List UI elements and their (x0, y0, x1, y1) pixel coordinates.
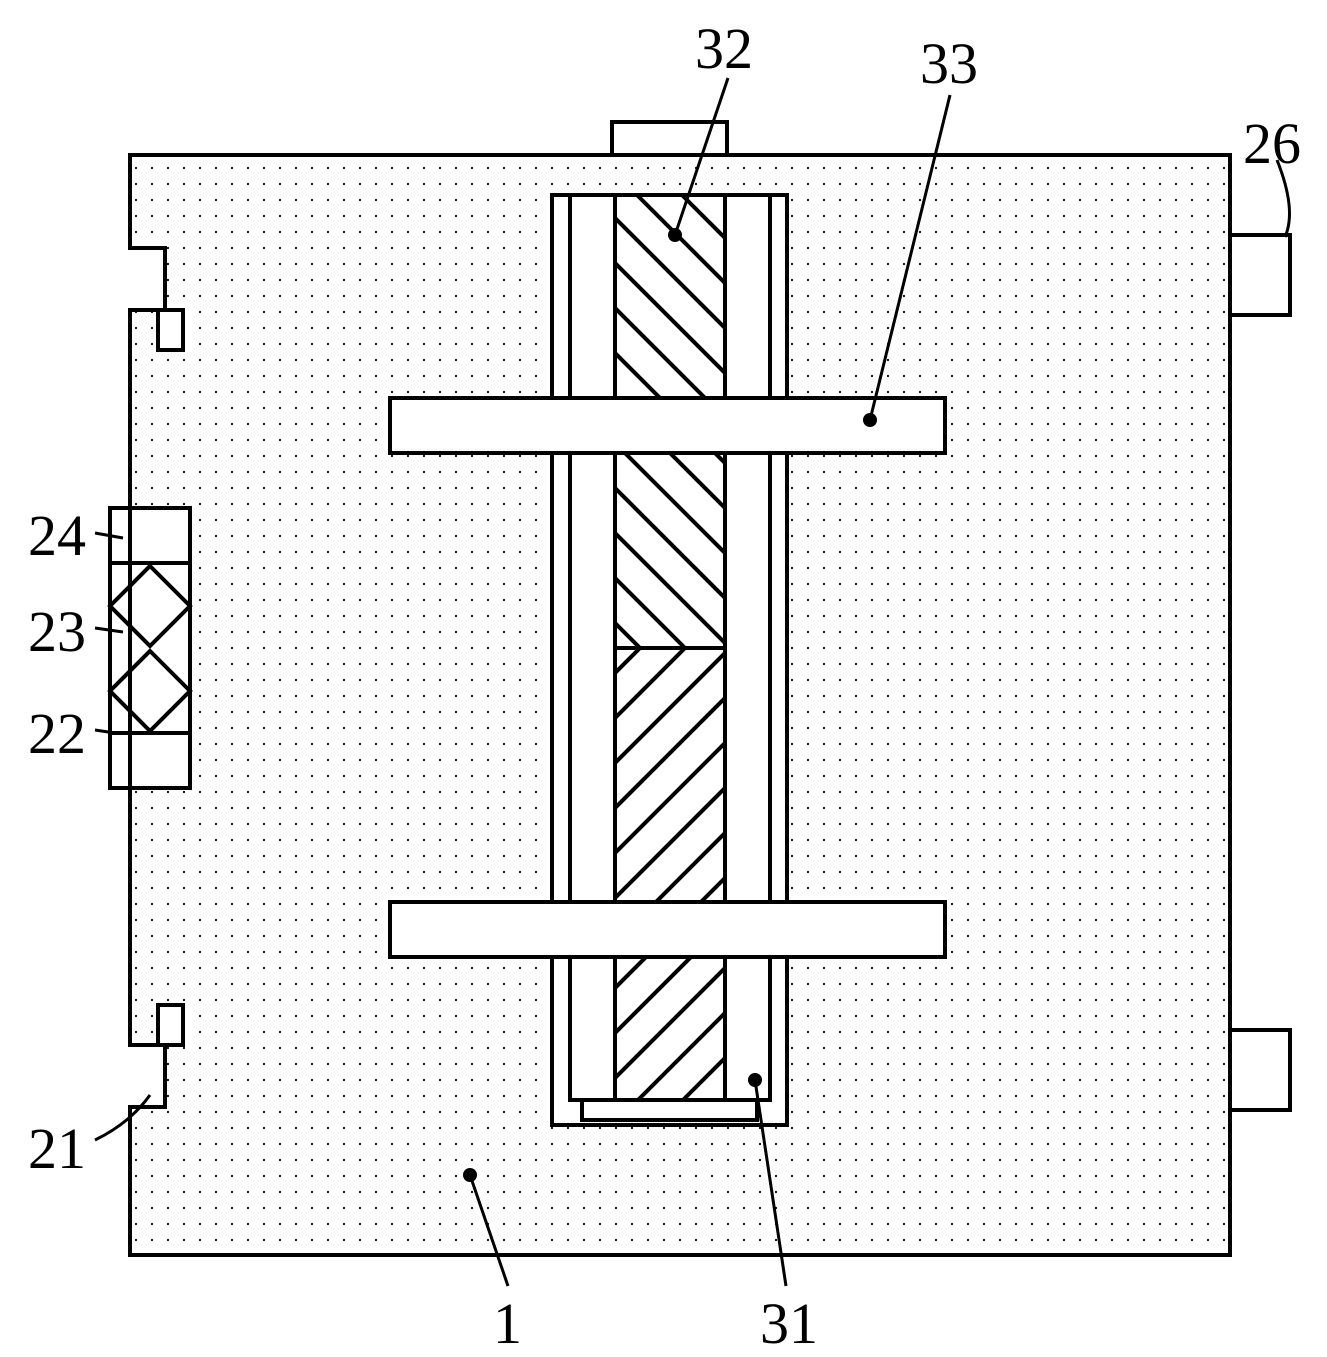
center-left-rail (570, 195, 615, 1100)
center-crossbar-bottom (390, 902, 945, 957)
center-right-rail (725, 195, 770, 1100)
right-tab-bottom (1230, 1030, 1290, 1110)
center-crossbar-top (390, 398, 945, 453)
diagram-stage: 32332624232221131 (0, 0, 1327, 1353)
left-stud (158, 310, 183, 350)
leader-line (1277, 160, 1290, 237)
leader-dot (463, 1168, 477, 1182)
leader-dot (863, 413, 877, 427)
right-tab-top (1230, 235, 1290, 315)
left-notch-top (130, 248, 165, 310)
left-stud (158, 1005, 183, 1045)
leader-dot (748, 1073, 762, 1087)
leader-dot (668, 228, 682, 242)
center-bottom-plate (582, 1100, 757, 1120)
top-tab (612, 122, 727, 155)
diagram-svg (0, 0, 1327, 1353)
